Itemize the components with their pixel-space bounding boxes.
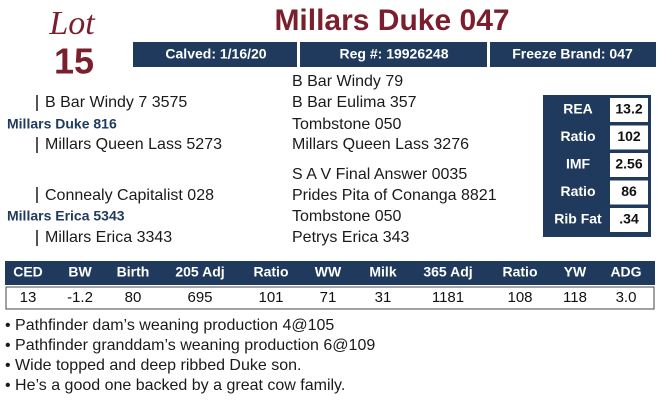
pedigree-name: Millars Queen Lass 5273 xyxy=(45,136,222,153)
epd-value: 3.0 xyxy=(616,289,637,306)
carcass-label: Ratio xyxy=(561,183,596,199)
epd-value: 118 xyxy=(563,289,587,306)
epd-header: WW xyxy=(315,264,342,280)
dam: Millars Erica 5343 xyxy=(7,208,125,224)
epd-value: 108 xyxy=(507,289,532,306)
epd-header: Milk xyxy=(369,264,396,280)
lot-label: Lot xyxy=(48,5,96,42)
notes: • Pathfinder dam’s weaning production 4@… xyxy=(5,317,375,394)
epd-value: 31 xyxy=(375,289,392,306)
pedigree-name: Millars Queen Lass 3276 xyxy=(292,136,469,153)
pedigree-name: Petrys Erica 343 xyxy=(292,229,409,246)
epd-header: Birth xyxy=(117,264,150,280)
epd-header: 365 Adj xyxy=(423,264,472,280)
epd-value: 695 xyxy=(187,289,212,306)
epd-value: 101 xyxy=(258,289,283,306)
pedigree: B Bar Windy 7 3575 Millars Duke 816 Mill… xyxy=(7,73,497,246)
epd-header: BW xyxy=(68,264,92,280)
carcass-value: 86 xyxy=(621,183,637,199)
epd-header: Ratio xyxy=(503,264,538,280)
carcass-table: REA 13.2 Ratio 102 IMF 2.56 Ratio 86 Rib Fat .34 xyxy=(543,95,651,237)
pedigree-name: Millars Erica 3343 xyxy=(45,229,172,246)
pedigree-name: Tombstone 050 xyxy=(292,116,402,133)
value-cell xyxy=(610,125,648,150)
pedigree-name: B Bar Windy 7 3575 xyxy=(45,94,187,111)
carcass-label: Ratio xyxy=(561,128,596,144)
carcass-label: IMF xyxy=(566,156,591,172)
epd-value: -1.2 xyxy=(67,289,93,306)
pedigree-name: S A V Final Answer 0035 xyxy=(292,166,467,183)
divider xyxy=(297,42,300,67)
epd-header: CED xyxy=(13,264,43,280)
value-row xyxy=(5,286,655,310)
carcass-value: 2.56 xyxy=(615,156,642,172)
sire: Millars Duke 816 xyxy=(7,116,117,132)
epd-value: 80 xyxy=(125,289,142,306)
epd-value: 1181 xyxy=(432,289,464,306)
lot-number: 15 xyxy=(54,41,94,82)
divider xyxy=(487,42,490,67)
pedigree-name: B Bar Windy 79 xyxy=(292,73,403,90)
info-item: Freeze Brand: 047 xyxy=(512,46,633,62)
info-item: Calved: 1/16/20 xyxy=(165,46,266,62)
pedigree-name: B Bar Eulima 357 xyxy=(292,94,417,111)
note: • Pathfinder dam’s weaning production 4@… xyxy=(5,317,334,334)
epd-header: 205 Adj xyxy=(175,264,224,280)
epd-header: ADG xyxy=(610,264,641,280)
value-cell xyxy=(610,208,648,232)
info-bar: Calved: 1/16/20 Reg #: 19926248 Freeze Bra… xyxy=(133,42,656,67)
carcass-value: 13.2 xyxy=(615,101,642,117)
note: • Pathfinder granddam’s weaning producti… xyxy=(5,337,375,354)
epd-table: CED 13 BW -1.2 Birth 80 205 Adj 695 Ratio 101 WW 71… xyxy=(5,261,655,310)
pedigree-name: Prides Pita of Conanga 8821 xyxy=(292,187,497,204)
value-cell xyxy=(610,153,648,177)
pedigree-name: Connealy Capitalist 028 xyxy=(45,187,214,204)
carcass-value: 102 xyxy=(617,128,641,144)
carcass-label: Rib Fat xyxy=(554,211,602,227)
epd-header: YW xyxy=(564,264,587,280)
value-cell xyxy=(610,98,648,122)
epd-header: Ratio xyxy=(254,264,289,280)
title: Millars Duke 047 xyxy=(274,4,509,37)
carcass-value: .34 xyxy=(619,211,639,227)
note: • He’s a good one backed by a great cow … xyxy=(5,377,345,394)
info-item: Reg #: 19926248 xyxy=(340,46,449,62)
epd-value: 13 xyxy=(20,289,37,306)
header-row xyxy=(5,261,655,285)
epd-value: 71 xyxy=(320,289,337,306)
pedigree-name: Tombstone 050 xyxy=(292,208,402,225)
note: • Wide topped and deep ribbed Duke son. xyxy=(5,357,301,374)
value-cell xyxy=(610,180,648,205)
carcass-label: REA xyxy=(563,101,593,117)
